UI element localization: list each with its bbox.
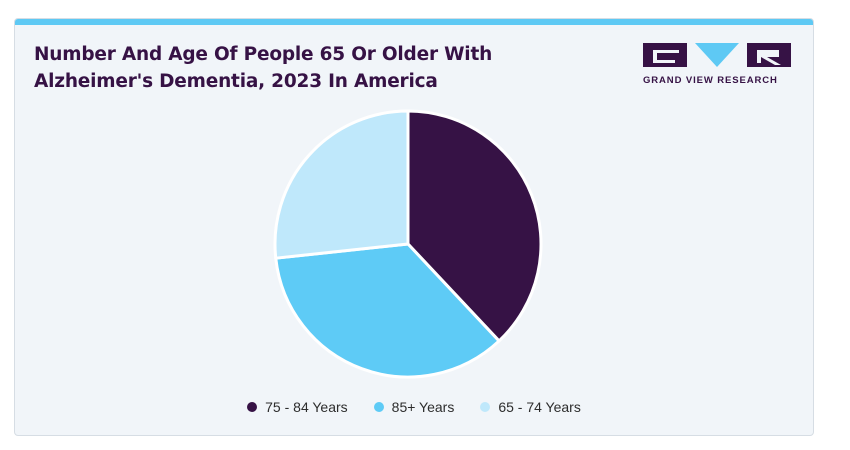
chart-card: Number And Age Of People 65 Or Older Wit… [14,18,814,436]
legend-label: 75 - 84 Years [265,399,348,415]
legend-label: 65 - 74 Years [498,399,581,415]
chart-title: Number And Age Of People 65 Or Older Wit… [34,44,493,92]
legend-item: 75 - 84 Years [247,399,348,415]
legend-item: 85+ Years [373,399,455,415]
chart-legend: 75 - 84 Years 85+ Years 65 - 74 Years [15,399,813,415]
pie-slice-85-years [274,242,501,379]
grand-view-research-logo: GRAND VIEW RESEARCH [643,43,793,87]
pie-chart [273,109,543,379]
legend-swatch [480,402,491,412]
legend-swatch [247,402,258,412]
pie-slice-65-74-years [273,109,410,260]
legend-label: 85+ Years [391,399,455,415]
legend-swatch [373,402,384,412]
legend-item: 65 - 74 Years [480,399,581,415]
logo-text: GRAND VIEW RESEARCH [643,75,778,86]
pie-slice-75-84-years [406,109,543,343]
gvr-logo-icon [643,43,791,67]
accent-top-bar [15,19,813,25]
